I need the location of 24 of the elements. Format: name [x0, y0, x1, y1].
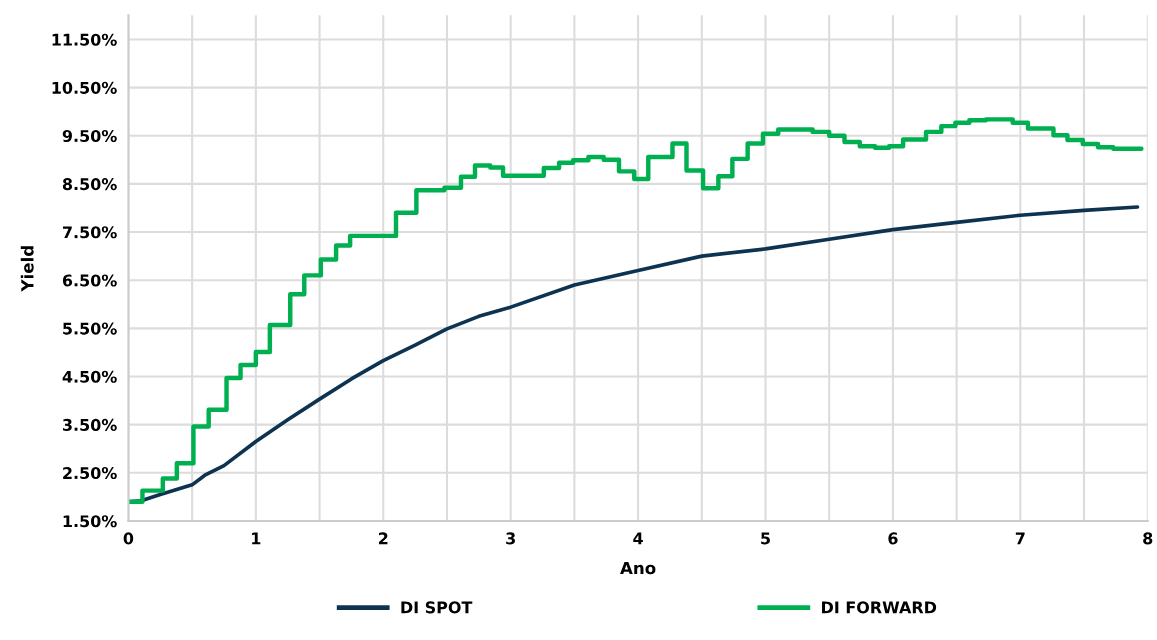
- x-tick-label: 4: [633, 532, 643, 545]
- y-tick-label: 9.50%: [62, 129, 117, 143]
- y-tick-label: 1.50%: [63, 515, 117, 528]
- x-tick-label: 0: [123, 532, 134, 545]
- legend-label: DI SPOT: [401, 601, 473, 614]
- x-tick-label: 3: [506, 532, 515, 545]
- y-tick-label: 2.50%: [63, 467, 117, 480]
- y-tick-label: 10.50%: [52, 81, 117, 94]
- x-tick-label: 7: [1015, 532, 1025, 545]
- y-tick-label: 11.50%: [52, 33, 117, 46]
- x-axis-title: Ano: [620, 561, 656, 575]
- legend-label: DI FORWARD: [822, 601, 937, 614]
- y-tick-label: 5.50%: [63, 322, 117, 335]
- y-tick-label: 8.50%: [62, 178, 117, 191]
- y-tick-label: 6.50%: [62, 274, 117, 287]
- x-tick-label: 1: [252, 532, 261, 545]
- x-tick-label: 2: [378, 532, 388, 545]
- y-tick-label: 7.50%: [62, 226, 117, 239]
- y-tick-label: 3.50%: [62, 418, 117, 431]
- x-tick-label: 8: [1143, 532, 1153, 545]
- y-axis-title: Yield: [20, 246, 34, 292]
- x-tick-label: 6: [888, 532, 898, 545]
- x-tick-label: 5: [761, 532, 770, 545]
- y-tick-label: 4.50%: [62, 370, 117, 383]
